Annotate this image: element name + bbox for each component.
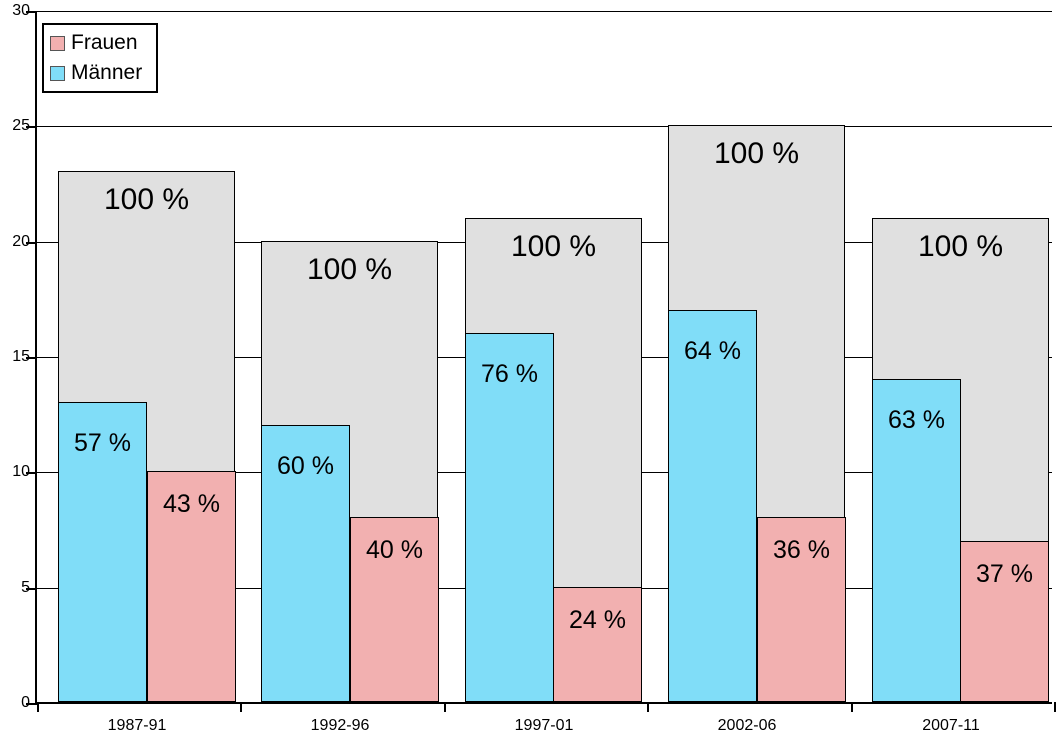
y-axis-label: 20 (12, 232, 30, 250)
bar-label-frauen: 37 % (976, 560, 1033, 588)
x-axis-label: 2007-11 (922, 717, 980, 734)
bar-maenner (668, 310, 757, 702)
y-axis-label: 25 (12, 117, 30, 135)
bar-maenner (261, 425, 350, 702)
bar-label-frauen: 24 % (569, 606, 626, 634)
bar-frauen (350, 517, 439, 702)
bar-frauen (147, 471, 236, 702)
bar-label-maenner: 76 % (481, 360, 538, 388)
y-axis-tick (26, 126, 37, 129)
plot-area: 100 % 57 % 43 % 100 % 60 % 40 % 100 % 76 % 24 % 1… (26, 11, 1056, 712)
bar-maenner (58, 402, 147, 702)
x-axis-label: 1997-01 (514, 717, 574, 734)
bar-maenner (465, 333, 554, 702)
bar-label-maenner: 64 % (684, 337, 741, 365)
y-axis-tick (26, 357, 37, 359)
x-axis-tick (37, 702, 39, 712)
legend-label-frauen: Frauen (71, 31, 138, 54)
legend-swatch-maenner (50, 65, 65, 81)
bar-label-total: 100 % (713, 137, 800, 170)
legend: Frauen Männer (42, 23, 158, 93)
y-axis-tick (26, 587, 37, 590)
x-axis-label: 2002-06 (717, 717, 777, 734)
bar-label-maenner: 63 % (888, 406, 945, 434)
y-axis-tick (26, 241, 37, 244)
y-axis-label: 15 (12, 348, 30, 365)
y-axis-tick (26, 11, 37, 13)
x-axis-tick (1054, 702, 1056, 712)
x-axis-tick (647, 702, 649, 712)
y-axis-tick (26, 472, 37, 475)
x-axis-label: 1992-96 (310, 717, 370, 734)
bar-label-total: 100 % (306, 253, 393, 286)
x-axis-label: 1987-91 (107, 717, 167, 734)
bar-frauen (757, 517, 846, 702)
bar-label-total: 100 % (917, 230, 1004, 263)
gridline (37, 126, 1052, 128)
bar-label-maenner: 57 % (74, 429, 131, 457)
x-axis-tick (240, 702, 242, 712)
bar-label-maenner: 60 % (277, 452, 334, 480)
legend-label-maenner: Männer (71, 61, 143, 84)
y-axis-label: 30 (12, 2, 30, 19)
y-axis-label: 0 (21, 694, 30, 711)
bar-label-total: 100 % (510, 230, 597, 263)
legend-swatch-frauen (50, 35, 65, 51)
bar-frauen (960, 541, 1049, 702)
y-axis-label: 10 (12, 463, 30, 481)
gridline (37, 11, 1052, 12)
legend-item-frauen: Frauen (50, 32, 156, 54)
bar-maenner (872, 379, 961, 702)
legend-item-maenner: Männer (50, 62, 156, 84)
y-axis-label: 5 (21, 578, 30, 596)
bar-label-frauen: 43 % (163, 490, 220, 518)
bar-label-frauen: 40 % (366, 536, 423, 564)
bar-label-total: 100 % (103, 183, 190, 216)
x-axis-tick (444, 702, 446, 712)
x-axis-tick (851, 702, 853, 712)
bar-frauen (553, 587, 642, 702)
y-axis-tick (26, 703, 37, 705)
bar-label-frauen: 36 % (773, 536, 830, 564)
